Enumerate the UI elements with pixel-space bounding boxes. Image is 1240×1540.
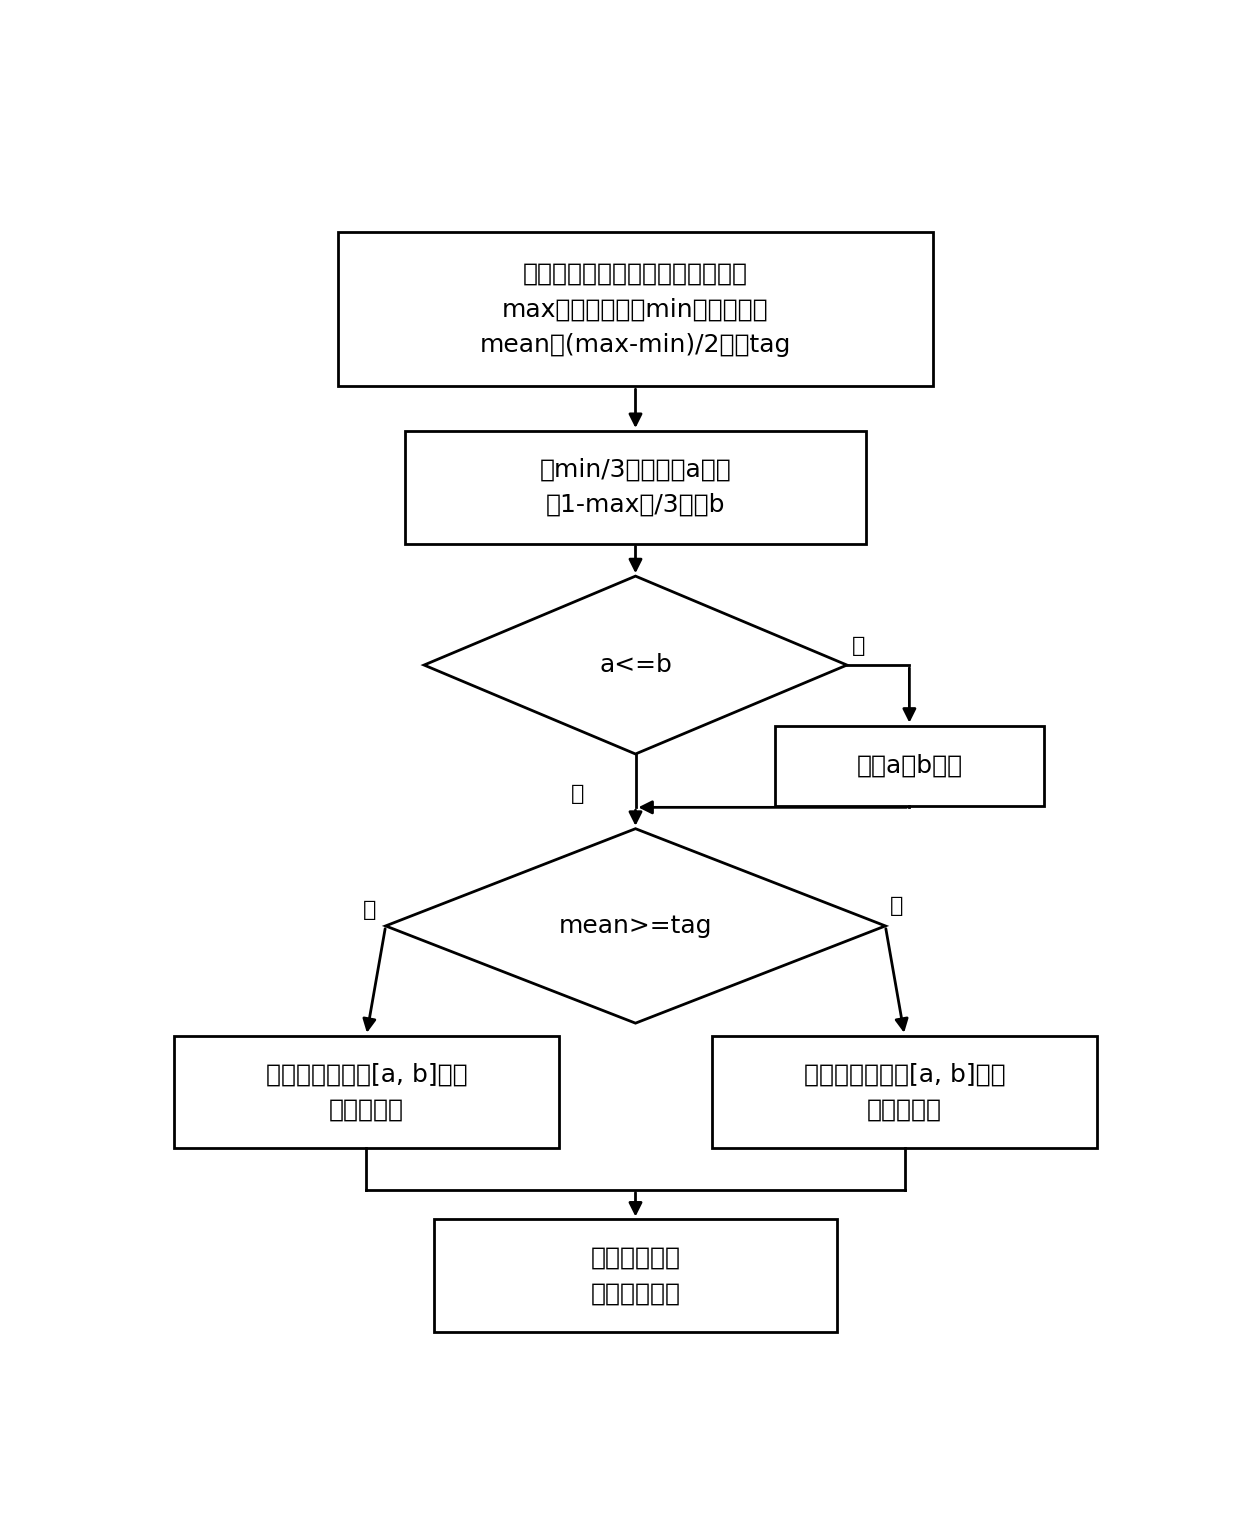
Polygon shape — [386, 829, 885, 1023]
Text: 否: 否 — [890, 896, 904, 916]
Bar — [775, 725, 1044, 805]
Text: 是: 是 — [572, 784, 584, 804]
Text: 将原图减去区间[a, b]中的
一个随机值: 将原图减去区间[a, b]中的 一个随机值 — [265, 1063, 467, 1121]
Text: 互换a和b的值: 互换a和b的值 — [857, 755, 962, 778]
Bar — [434, 1220, 837, 1332]
Text: mean>=tag: mean>=tag — [559, 913, 712, 938]
Text: a<=b: a<=b — [599, 653, 672, 678]
Bar — [337, 233, 934, 387]
Text: 计算平均谱图像的像素最大值记为
max，最小值记为min，均值记为
mean，(max-min)/2记为tag: 计算平均谱图像的像素最大值记为 max，最小值记为min，均值记为 mean，(… — [480, 262, 791, 357]
Text: 是: 是 — [362, 899, 376, 919]
Text: 否: 否 — [852, 636, 866, 656]
Bar — [174, 1035, 558, 1149]
Polygon shape — [424, 576, 847, 755]
Bar — [713, 1035, 1097, 1149]
Text: 取min/3的值记为a，取
（1-max）/3记为b: 取min/3的值记为a，取 （1-max）/3记为b — [539, 457, 732, 517]
Text: 生成随机平移
光照亮度样本: 生成随机平移 光照亮度样本 — [590, 1246, 681, 1306]
Text: 将原图加上区间[a, b]中的
一个随机值: 将原图加上区间[a, b]中的 一个随机值 — [804, 1063, 1006, 1121]
Bar — [404, 431, 866, 544]
